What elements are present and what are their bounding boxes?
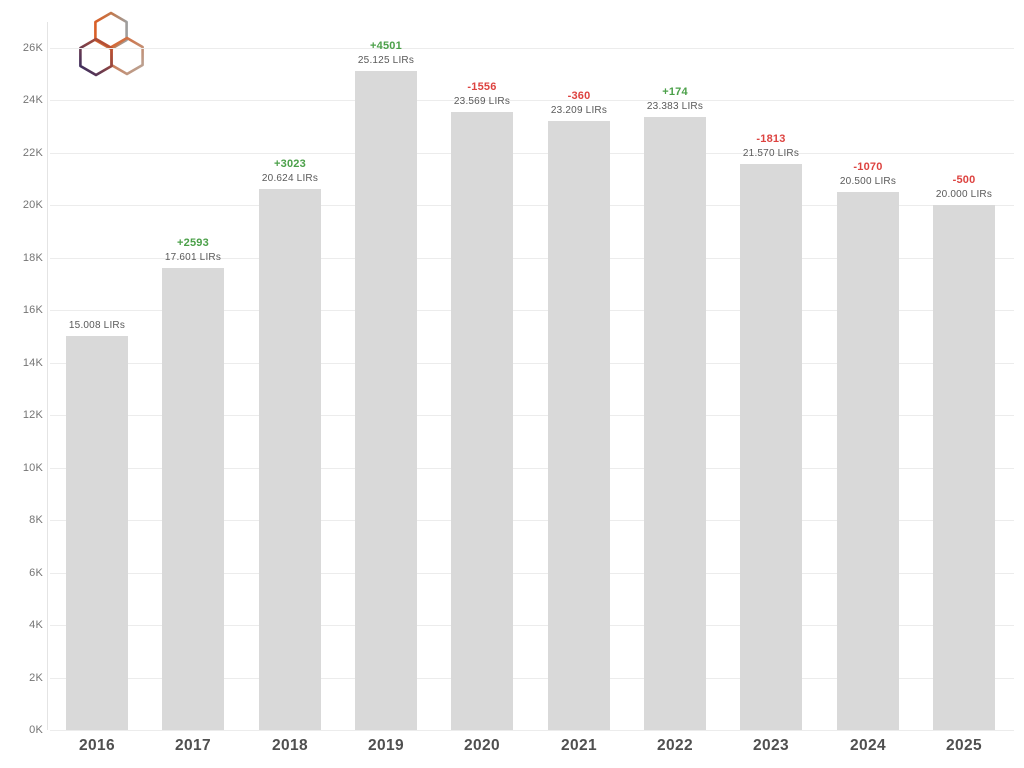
x-axis-label-2021: 2021 <box>560 737 598 754</box>
gridline-24K <box>50 100 1014 101</box>
bar-delta-label: -360 <box>567 90 591 102</box>
y-axis-line <box>47 22 48 730</box>
y-axis-tick-label: 14K <box>22 357 43 369</box>
bar-2020[interactable] <box>451 112 513 730</box>
bar-2019[interactable] <box>355 71 417 730</box>
gridline-4K <box>50 625 1014 626</box>
bar-value-label: 20.000 LIRs <box>935 189 993 200</box>
y-axis-tick-label: 20K <box>22 199 43 211</box>
x-axis-label-2016: 2016 <box>78 737 116 754</box>
bar-delta-label: +2593 <box>177 237 209 249</box>
bar-2017[interactable] <box>162 268 224 730</box>
bar-value-label: 23.209 LIRs <box>550 105 608 116</box>
bar-2025[interactable] <box>933 205 995 730</box>
bar-delta-label: -1556 <box>467 81 497 93</box>
bar-2023[interactable] <box>740 164 802 730</box>
y-axis-tick-label: 22K <box>22 147 43 159</box>
y-axis-tick-label: 8K <box>29 514 43 526</box>
x-axis-label-2023: 2023 <box>752 737 790 754</box>
y-axis-tick-label: 12K <box>22 409 43 421</box>
y-axis-tick-label: 24K <box>22 94 43 106</box>
x-axis-label-2025: 2025 <box>945 737 983 754</box>
gridline-26K <box>50 48 1014 49</box>
bar-value-label: 17.601 LIRs <box>164 252 222 263</box>
bar-2018[interactable] <box>259 189 321 730</box>
x-axis-label-2024: 2024 <box>849 737 887 754</box>
bar-2024[interactable] <box>837 192 899 730</box>
bar-2022[interactable] <box>644 117 706 730</box>
gridline-20K <box>50 205 1014 206</box>
gridline-18K <box>50 258 1014 259</box>
gridline-0K <box>50 730 1014 731</box>
bar-value-label: 21.570 LIRs <box>742 148 800 159</box>
bar-delta-label: +3023 <box>274 158 306 170</box>
gridline-8K <box>50 520 1014 521</box>
x-axis-label-2022: 2022 <box>656 737 694 754</box>
y-axis-tick-label: 6K <box>29 567 43 579</box>
bar-delta-label: -1070 <box>853 161 883 173</box>
gridline-12K <box>50 415 1014 416</box>
bar-delta-label: +174 <box>662 86 688 98</box>
y-axis-tick-label: 0K <box>29 724 43 736</box>
bar-value-label: 20.500 LIRs <box>839 176 897 187</box>
y-axis-tick-label: 26K <box>22 42 43 54</box>
bar-value-label: 25.125 LIRs <box>357 55 415 66</box>
bar-delta-label: -500 <box>952 174 976 186</box>
gridline-10K <box>50 468 1014 469</box>
bar-delta-label: -1813 <box>756 133 786 145</box>
bar-value-label: 23.569 LIRs <box>453 96 511 107</box>
y-axis-tick-label: 2K <box>29 672 43 684</box>
bar-value-label: 23.383 LIRs <box>646 101 704 112</box>
y-axis-tick-label: 16K <box>22 304 43 316</box>
y-axis-tick-label: 4K <box>29 619 43 631</box>
x-axis-label-2017: 2017 <box>174 737 212 754</box>
gridline-14K <box>50 363 1014 364</box>
x-axis-label-2018: 2018 <box>271 737 309 754</box>
x-axis-label-2020: 2020 <box>463 737 501 754</box>
bar-value-label: 20.624 LIRs <box>261 173 319 184</box>
gridline-22K <box>50 153 1014 154</box>
bar-value-label: 15.008 LIRs <box>68 320 126 331</box>
gridline-16K <box>50 310 1014 311</box>
y-axis-tick-label: 18K <box>22 252 43 264</box>
x-axis-label-2019: 2019 <box>367 737 405 754</box>
y-axis-tick-label: 10K <box>22 462 43 474</box>
bar-2016[interactable] <box>66 336 128 730</box>
gridline-2K <box>50 678 1014 679</box>
gridline-6K <box>50 573 1014 574</box>
bar-delta-label: +4501 <box>370 40 402 52</box>
bar-2021[interactable] <box>548 121 610 730</box>
